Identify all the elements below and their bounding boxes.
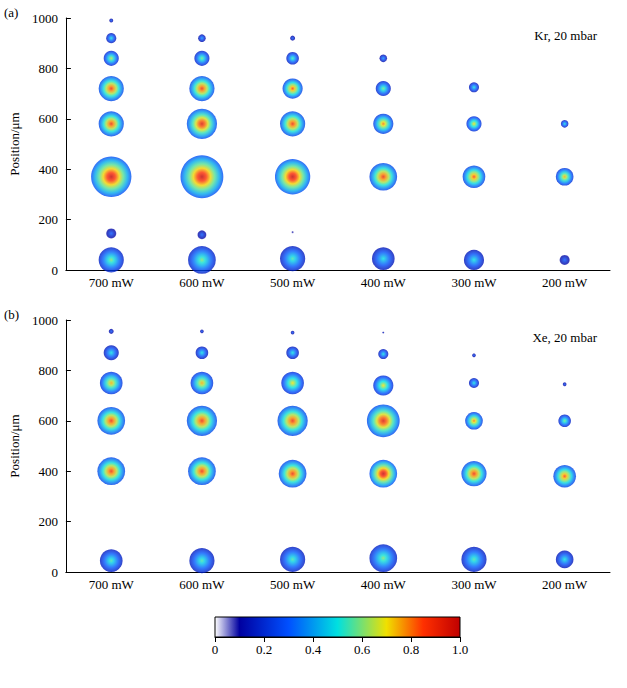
svg-text:600: 600: [38, 111, 58, 126]
svg-text:(a): (a): [4, 5, 18, 20]
svg-text:700 mW: 700 mW: [89, 275, 135, 290]
svg-text:300 mW: 300 mW: [451, 577, 497, 592]
svg-text:800: 800: [38, 61, 58, 76]
svg-text:0: 0: [51, 565, 58, 580]
svg-text:200: 200: [38, 212, 58, 227]
svg-text:700 mW: 700 mW: [89, 577, 135, 592]
svg-text:1000: 1000: [32, 313, 58, 328]
svg-text:200 mW: 200 mW: [542, 275, 588, 290]
svg-text:Kr, 20 mbar: Kr, 20 mbar: [534, 28, 597, 43]
svg-text:500 mW: 500 mW: [270, 577, 316, 592]
svg-text:1000: 1000: [32, 11, 58, 26]
svg-text:0.6: 0.6: [354, 642, 371, 657]
svg-text:0.4: 0.4: [305, 642, 322, 657]
svg-text:400: 400: [38, 162, 58, 177]
svg-text:400 mW: 400 mW: [361, 577, 407, 592]
svg-text:200: 200: [38, 514, 58, 529]
svg-text:(b): (b): [4, 307, 19, 322]
svg-text:200 mW: 200 mW: [542, 577, 588, 592]
svg-text:800: 800: [38, 363, 58, 378]
svg-text:300 mW: 300 mW: [451, 275, 497, 290]
svg-text:Xe, 20 mbar: Xe, 20 mbar: [532, 330, 597, 345]
svg-text:600: 600: [38, 413, 58, 428]
svg-text:400: 400: [38, 464, 58, 479]
svg-text:0: 0: [51, 263, 58, 278]
svg-text:600 mW: 600 mW: [179, 577, 225, 592]
svg-text:0.2: 0.2: [256, 642, 272, 657]
svg-text:Position/μm: Position/μm: [7, 112, 22, 175]
svg-text:0: 0: [212, 642, 219, 657]
svg-text:1.0: 1.0: [452, 642, 468, 657]
svg-text:0.8: 0.8: [403, 642, 419, 657]
svg-text:Position/μm: Position/μm: [7, 414, 22, 477]
svg-text:400 mW: 400 mW: [361, 275, 407, 290]
svg-text:600 mW: 600 mW: [179, 275, 225, 290]
svg-text:500 mW: 500 mW: [270, 275, 316, 290]
